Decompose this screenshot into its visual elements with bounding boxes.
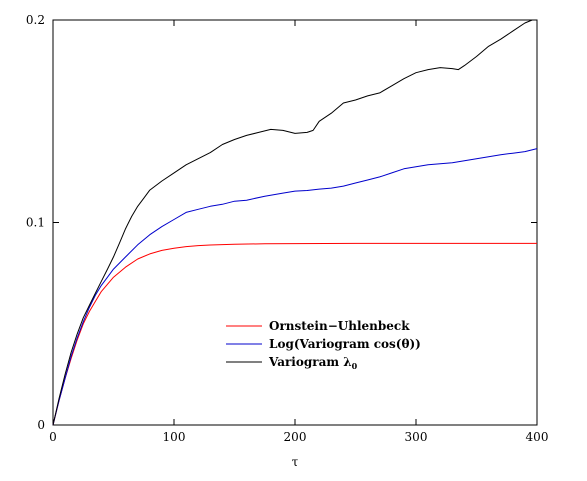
series-line-log-variogram	[52, 148, 538, 426]
x-tick-label: 400	[526, 430, 549, 444]
legend-label-log-variogram: Log(Variogram cos(θ))	[269, 337, 421, 351]
y-tick-label: 0.2	[26, 13, 45, 27]
x-tick-label: 300	[405, 430, 428, 444]
legend-label-variogram-lambda: Variogram λ0	[268, 355, 358, 371]
axis-ticks	[52, 19, 538, 426]
legend-label-variogram-lambda-sub: 0	[352, 361, 358, 371]
series-line-variogram-lambda	[52, 19, 533, 426]
series-line-ornstein-uhlenbeck	[52, 242, 537, 426]
x-axis-label: τ	[292, 455, 299, 469]
legend: Ornstein−Uhlenbeck Log(Variogram cos(θ))…	[226, 319, 421, 371]
x-tick-label: 200	[284, 430, 307, 444]
axis-tick-labels: 0 100 200 300 400 0 0.1 0.2	[26, 13, 549, 444]
series-lines	[52, 19, 538, 426]
x-tick-label: 100	[163, 430, 186, 444]
legend-label-variogram-lambda-main: Variogram λ	[268, 355, 352, 369]
y-tick-label: 0	[37, 418, 45, 432]
legend-label-ornstein-uhlenbeck: Ornstein−Uhlenbeck	[269, 319, 410, 333]
x-tick-label: 0	[49, 430, 57, 444]
y-tick-label: 0.1	[26, 216, 45, 230]
